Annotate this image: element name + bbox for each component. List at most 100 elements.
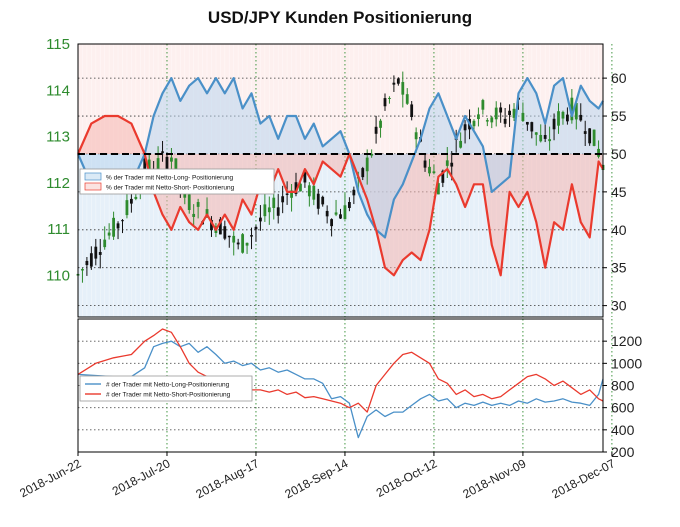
price-candle-body bbox=[499, 107, 503, 113]
price-candle-body bbox=[303, 172, 307, 183]
count-legend-label: # der Trader mit Netto-Long-Positionieru… bbox=[106, 382, 230, 389]
short-count-line bbox=[77, 328, 604, 413]
price-candle-body bbox=[503, 118, 507, 124]
price-candle-body bbox=[223, 226, 227, 239]
x-date-tick-label: 2018-Sep-14 bbox=[283, 456, 351, 501]
right-pct-tick-label: 55 bbox=[611, 108, 627, 124]
price-candle-body bbox=[561, 111, 565, 119]
pct-legend-swatch bbox=[84, 172, 102, 181]
price-candle-body bbox=[512, 108, 516, 118]
price-candle-body bbox=[174, 158, 178, 175]
price-candle-body bbox=[147, 159, 151, 169]
lower-count-tick-label: 1200 bbox=[611, 333, 642, 349]
price-candle-body bbox=[241, 234, 245, 253]
price-candle-body bbox=[530, 122, 534, 132]
lower-count-tick-label: 800 bbox=[611, 378, 635, 394]
price-candle-body bbox=[508, 110, 511, 115]
price-candle-body bbox=[210, 219, 213, 231]
price-candle-body bbox=[81, 269, 84, 271]
price-candle-body bbox=[299, 183, 302, 192]
price-candle-body bbox=[263, 204, 267, 217]
price-candle-body bbox=[98, 251, 102, 255]
price-candle-body bbox=[579, 114, 583, 121]
price-candle-body bbox=[116, 223, 120, 229]
price-candle-body bbox=[552, 118, 556, 130]
price-candle-body bbox=[321, 196, 325, 205]
price-candle-body bbox=[165, 156, 169, 170]
price-candle-body bbox=[592, 129, 596, 146]
price-candle-body bbox=[316, 193, 320, 209]
price-candle-body bbox=[396, 78, 400, 84]
price-candle-body bbox=[192, 213, 196, 217]
price-candle-body bbox=[405, 94, 409, 104]
price-candle-body bbox=[374, 126, 378, 134]
price-candle-body bbox=[161, 151, 164, 153]
price-candle-body bbox=[383, 98, 387, 107]
price-candle-body bbox=[481, 100, 485, 110]
right-pct-tick-label: 35 bbox=[611, 260, 627, 276]
price-candle-body bbox=[236, 242, 240, 245]
price-candle-body bbox=[490, 117, 494, 123]
price-candle-body bbox=[187, 194, 191, 210]
price-candle-body bbox=[143, 158, 147, 173]
price-candle-body bbox=[107, 232, 111, 236]
price-candle-body bbox=[472, 120, 476, 127]
price-candle-body bbox=[254, 226, 258, 230]
price-candle-body bbox=[557, 111, 560, 126]
x-date-tick-label: 2018-Oct-12 bbox=[374, 456, 440, 500]
price-candle-body bbox=[463, 124, 467, 131]
lower-count-tick-label: 1000 bbox=[611, 355, 642, 371]
price-candle-body bbox=[588, 128, 592, 144]
price-candle-body bbox=[477, 114, 480, 120]
price-candle-body bbox=[134, 196, 138, 199]
price-candle-body bbox=[428, 166, 431, 174]
price-candle-body bbox=[494, 107, 498, 120]
price-candle-body bbox=[343, 205, 347, 220]
price-candle-body bbox=[285, 193, 289, 195]
short-pct-area bbox=[78, 116, 603, 276]
right-pct-tick-label: 30 bbox=[611, 298, 627, 314]
price-candle-body bbox=[312, 185, 316, 200]
price-candle-body bbox=[432, 171, 436, 174]
lower-count-tick-label: 400 bbox=[611, 422, 635, 438]
x-date-tick-label: 2018-Dec-07 bbox=[549, 456, 617, 501]
price-candle-body bbox=[330, 219, 334, 227]
price-candle-body bbox=[121, 220, 124, 222]
lower-count-tick-label: 200 bbox=[611, 444, 635, 460]
left-price-tick-label: 115 bbox=[46, 36, 70, 53]
upper-panel-frame bbox=[77, 43, 604, 318]
price-candle-body bbox=[450, 162, 454, 167]
price-candle-body bbox=[267, 207, 271, 213]
long-pct-area bbox=[78, 78, 603, 238]
pct-legend-swatch bbox=[84, 182, 102, 191]
count-legend-box bbox=[79, 375, 253, 402]
price-candle-body bbox=[250, 235, 253, 237]
price-candle-body bbox=[196, 202, 200, 207]
price-candle-body bbox=[307, 185, 311, 197]
price-candle-body bbox=[401, 82, 405, 95]
price-candle-body bbox=[339, 214, 342, 219]
price-candle-body bbox=[570, 97, 574, 121]
price-candle-body bbox=[539, 134, 543, 142]
price-candle-body bbox=[543, 135, 547, 139]
left-price-tick-label: 110 bbox=[46, 267, 70, 284]
x-date-tick-label: 2018-Aug-17 bbox=[194, 456, 262, 501]
price-candle-body bbox=[294, 182, 298, 194]
x-date-tick-label: 2018-Nov-09 bbox=[460, 456, 528, 501]
price-candle-body bbox=[125, 200, 129, 216]
price-candle-body bbox=[548, 139, 552, 142]
price-candle-body bbox=[103, 239, 107, 248]
short-pct-line bbox=[76, 114, 604, 277]
price-candle-body bbox=[112, 217, 115, 237]
price-candle-body bbox=[410, 104, 414, 118]
price-candle-body bbox=[485, 120, 489, 122]
price-candle-body bbox=[445, 160, 449, 166]
long-count-line bbox=[77, 340, 604, 439]
price-candle-body bbox=[281, 196, 285, 203]
count-legend-label: # der Trader mit Netto-Short-Positionier… bbox=[106, 392, 231, 399]
price-candle-body bbox=[347, 202, 351, 208]
price-candle-body bbox=[245, 242, 249, 246]
price-candle-body bbox=[583, 131, 587, 134]
pct-legend-label: % der Trader mit Netto-Long- Positionier… bbox=[106, 175, 234, 182]
